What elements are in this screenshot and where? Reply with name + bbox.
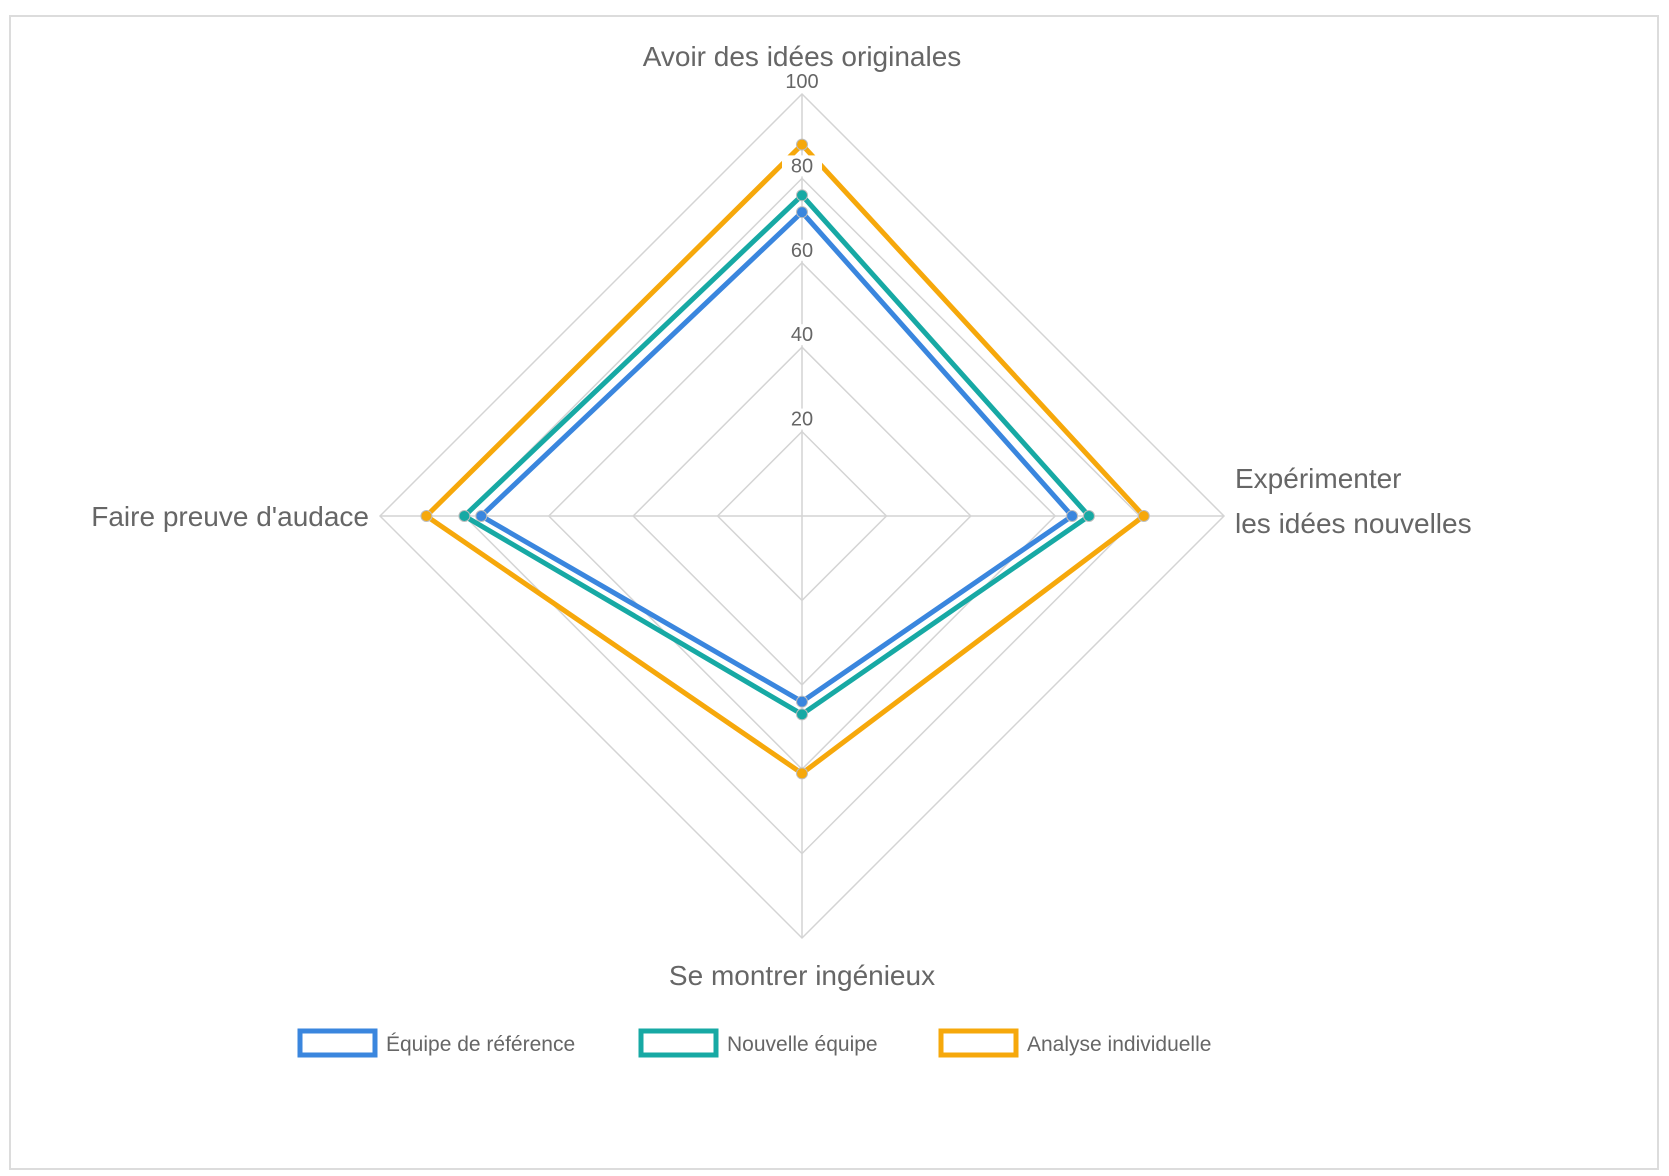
legend-label: Nouvelle équipe	[727, 1033, 878, 1056]
legend-swatch	[938, 1028, 1019, 1058]
data-point[interactable]	[458, 510, 471, 522]
tick-backdrop	[782, 155, 822, 177]
axis-label-line: Expérimenter	[1235, 463, 1402, 494]
legend-swatch	[297, 1028, 378, 1058]
tick-backdrop	[782, 239, 822, 261]
data-point[interactable]	[475, 510, 488, 522]
series-1	[458, 189, 1095, 721]
tick-label: 80	[791, 155, 813, 177]
series-line	[460, 191, 1093, 718]
radar-grid	[378, 92, 1226, 940]
legend-item[interactable]: Équipe de référence	[297, 1028, 575, 1058]
tick-backdrop	[782, 408, 822, 430]
tick-label: 100	[785, 71, 818, 93]
legend-label: Équipe de référence	[386, 1033, 575, 1056]
tick-backdrop	[782, 71, 822, 92]
axis-label: Expérimenter les idées nouvelles	[1235, 463, 1472, 539]
data-point[interactable]	[796, 189, 808, 202]
chart-frame: 20 40 60 80 100 Avoir des idées originales Ex…	[9, 15, 1659, 1170]
legend-swatch	[638, 1028, 719, 1058]
series-0	[475, 206, 1079, 708]
data-point[interactable]	[796, 138, 808, 151]
tick-backdrop	[782, 324, 822, 346]
data-point[interactable]	[1137, 510, 1150, 522]
radar-series	[420, 138, 1150, 780]
data-point[interactable]	[796, 695, 808, 708]
data-point[interactable]	[1082, 510, 1095, 522]
axis-label-line: les idées nouvelles	[1235, 508, 1472, 539]
data-point[interactable]	[796, 767, 808, 780]
data-point[interactable]	[1066, 510, 1079, 522]
radial-ticks: 20 40 60 80 100	[782, 71, 822, 431]
axis-label-line: Avoir des idées originales	[643, 41, 962, 72]
radar-chart: 20 40 60 80 100 Avoir des idées originales Ex…	[91, 41, 1472, 1058]
axis-label: Faire preuve d'audace	[91, 501, 369, 532]
data-point[interactable]	[420, 510, 433, 522]
legend-item[interactable]: Nouvelle équipe	[638, 1028, 878, 1058]
axis-label-line: Se montrer ingénieux	[669, 960, 935, 991]
axis-label-line: Faire preuve d'audace	[91, 501, 369, 532]
tick-label: 60	[791, 240, 813, 262]
tick-label: 40	[791, 324, 813, 346]
axis-labels: Avoir des idées originales Expérimenter le…	[91, 41, 1471, 991]
data-point[interactable]	[796, 206, 808, 219]
tick-label: 20	[791, 409, 813, 431]
legend-item[interactable]: Analyse individuelle	[938, 1028, 1211, 1058]
axis-label: Avoir des idées originales	[643, 41, 962, 72]
series-2	[420, 138, 1150, 780]
legend-label: Analyse individuelle	[1027, 1033, 1211, 1056]
axis-label: Se montrer ingénieux	[669, 960, 935, 991]
legend[interactable]: Équipe de référence Nouvelle équipe Analys…	[297, 1028, 1211, 1058]
data-point[interactable]	[796, 708, 808, 721]
